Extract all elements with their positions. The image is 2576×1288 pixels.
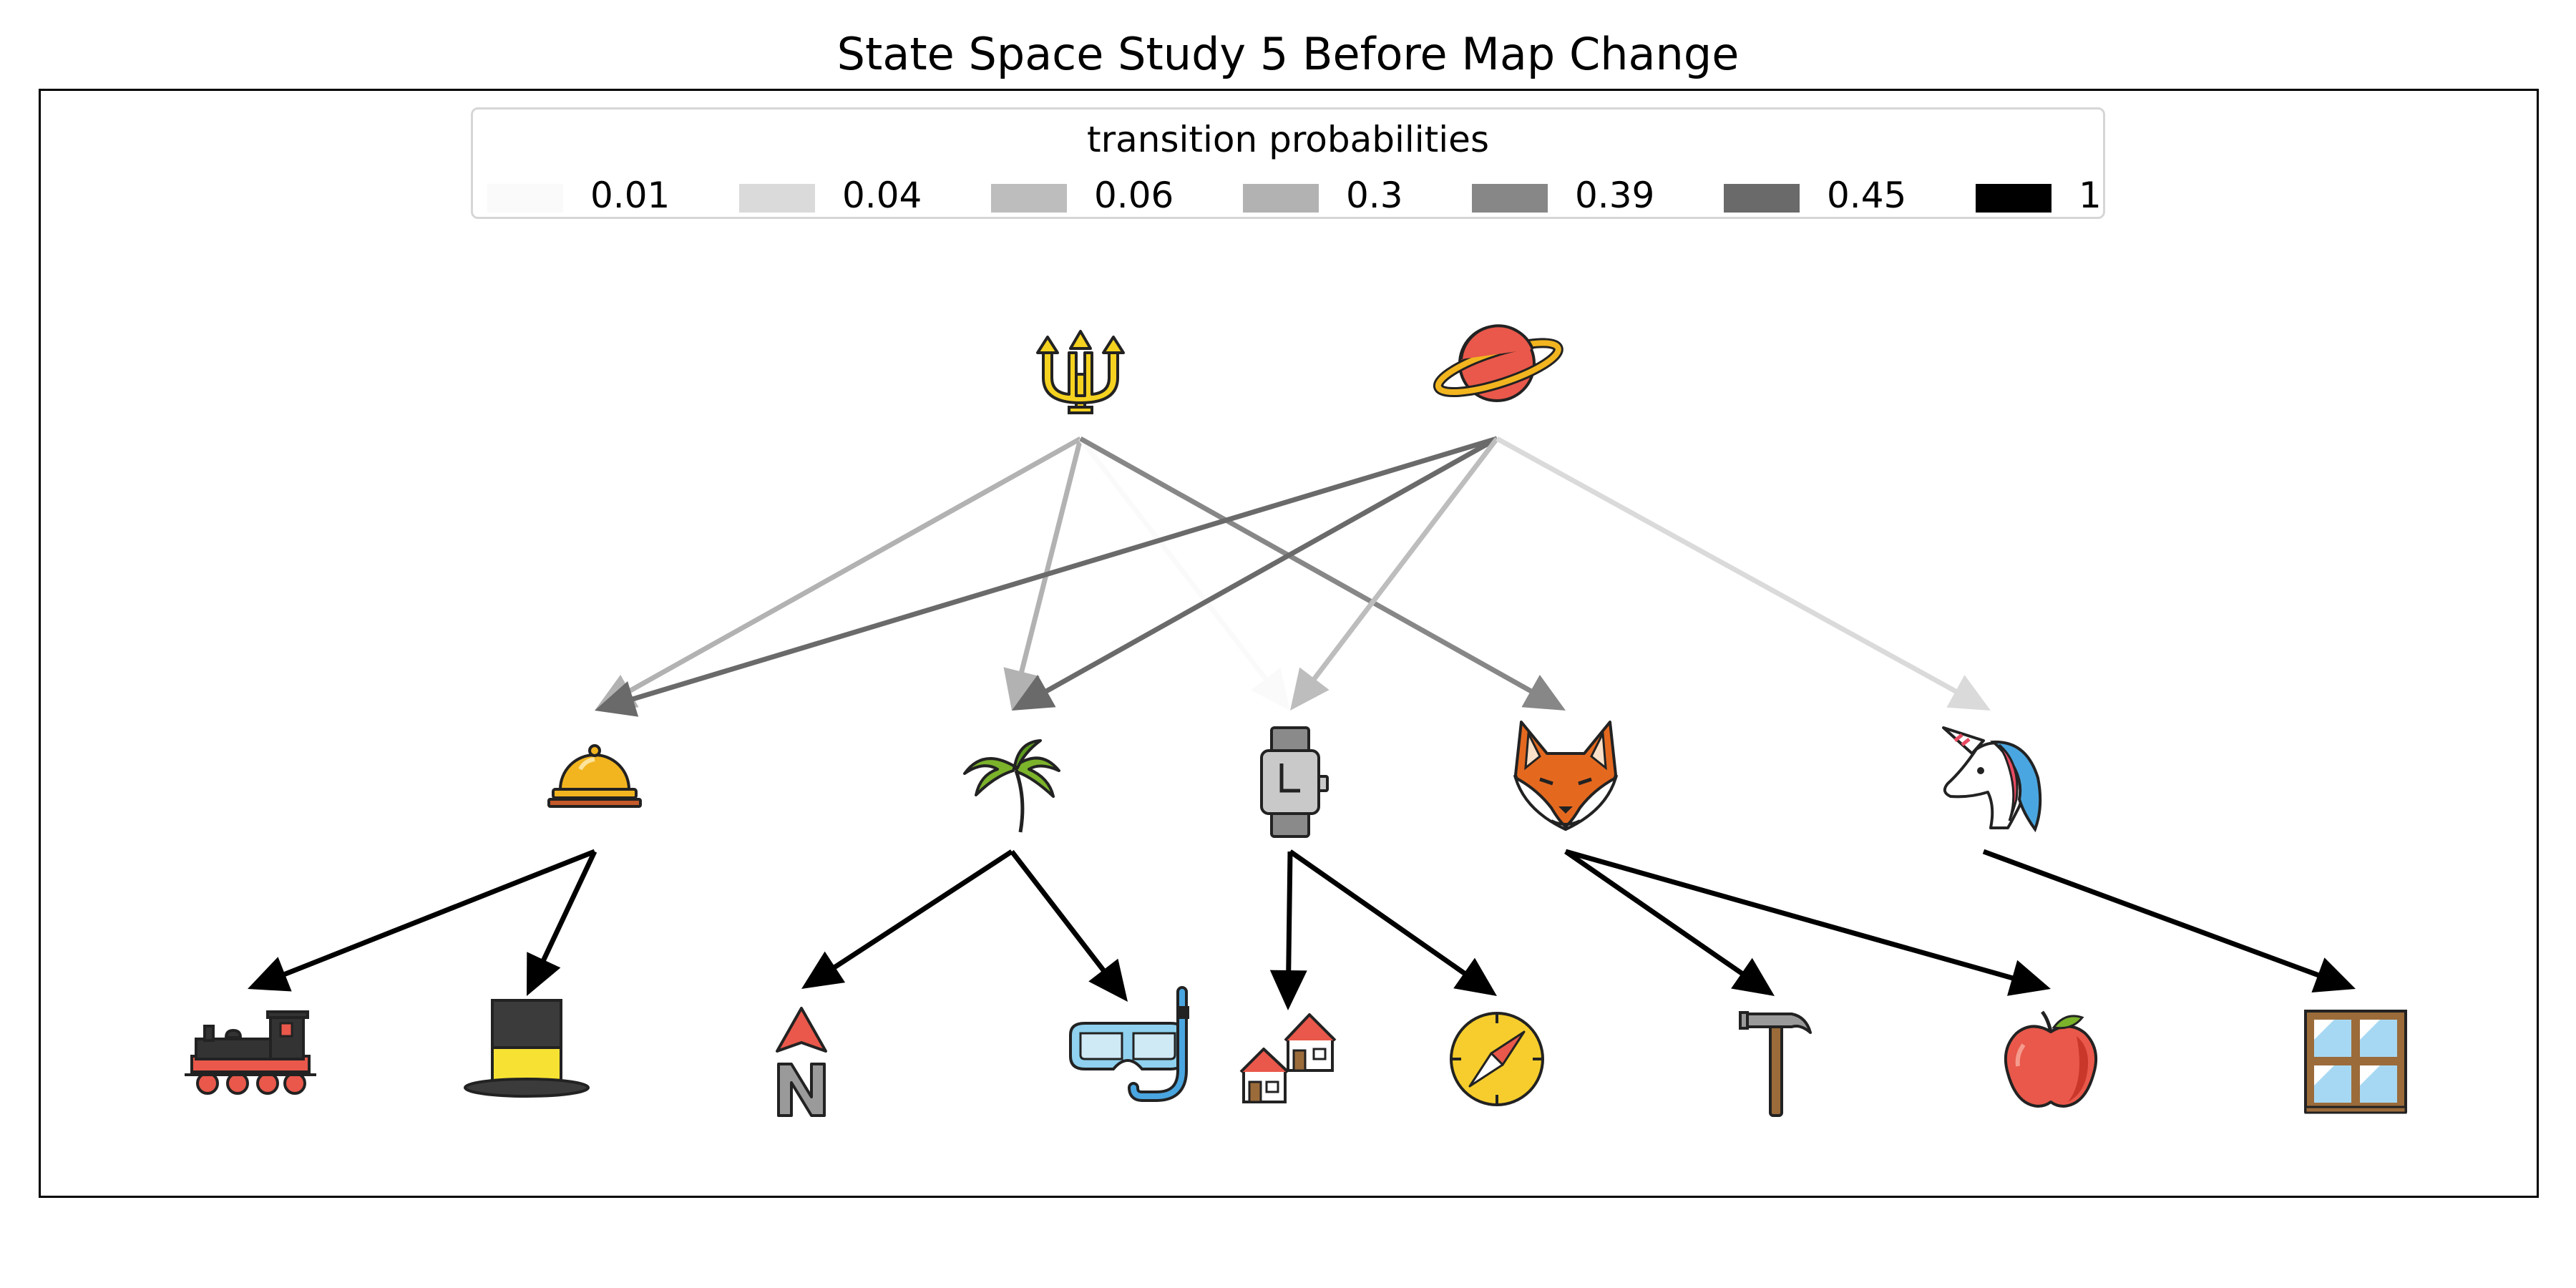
edge-line xyxy=(1982,849,2323,979)
edge-line xyxy=(1496,436,1961,696)
edge-arrowhead xyxy=(1088,958,1128,1002)
edge-line xyxy=(1309,436,1499,684)
edge-trident-fox xyxy=(1079,436,1566,711)
legend: transition probabilities 0.01 0.04 0.06 0.3… xyxy=(471,107,2105,219)
edge-palm-north xyxy=(801,849,1013,989)
edge-line xyxy=(1010,849,1108,975)
edge-arrowhead xyxy=(248,957,292,992)
legend-swatch xyxy=(1976,184,2051,213)
edge-line xyxy=(1078,436,1271,684)
edge-unicorn-window xyxy=(1982,849,2356,992)
edge-arrowhead xyxy=(595,680,639,717)
edge-fox-apple xyxy=(1565,849,2051,996)
legend-label: 0.39 xyxy=(1575,175,1655,216)
edge-planet-unicorn xyxy=(1496,436,1991,711)
legend-label: 0.3 xyxy=(1346,175,1403,216)
legend-swatch xyxy=(1243,184,1319,213)
edge-line xyxy=(1286,851,1293,975)
edge-line xyxy=(628,436,1498,703)
figure-title: State Space Study 5 Before Map Change xyxy=(836,28,1740,80)
edge-arrowhead xyxy=(1290,667,1330,711)
edge-line xyxy=(1041,436,1498,696)
edge-fox-hammer xyxy=(1564,849,1775,996)
legend-label: 1 xyxy=(2079,175,2102,216)
edge-line xyxy=(1288,849,1470,978)
legend-swatch xyxy=(991,184,1067,213)
edge-arrowhead xyxy=(527,952,561,996)
edge-palm-mask xyxy=(1010,849,1128,1002)
edge-bell-locomotive xyxy=(248,849,596,992)
edge-trident-watch xyxy=(1078,436,1290,711)
edge-planet-palm xyxy=(1012,436,1498,711)
legend-swatch xyxy=(1724,184,1800,213)
edge-line xyxy=(540,850,597,965)
legend-title: transition probabilities xyxy=(1087,119,1489,160)
edge-line xyxy=(1018,438,1083,677)
legend-label: 0.06 xyxy=(1094,175,1174,216)
edge-line xyxy=(280,849,596,978)
edge-trident-palm xyxy=(1003,438,1083,711)
legend-swatch xyxy=(1472,184,1548,213)
edge-line xyxy=(624,436,1082,696)
legend-label: 0.04 xyxy=(842,175,922,216)
edge-arrowhead xyxy=(1946,675,1991,711)
edge-arrowhead xyxy=(1453,957,1497,996)
edge-arrowhead xyxy=(1731,957,1775,996)
edge-watch-houses xyxy=(1269,851,1307,1010)
edge-arrowhead xyxy=(2311,957,2356,992)
edge-watch-compass xyxy=(1288,849,1497,996)
legend-swatch xyxy=(739,184,815,213)
edge-arrowhead xyxy=(1269,970,1307,1010)
edge-planet-bell xyxy=(595,436,1498,717)
edge-bell-tophat xyxy=(527,850,597,996)
edge-arrowhead xyxy=(1521,674,1566,711)
edge-planet-watch xyxy=(1290,436,1499,711)
edge-line xyxy=(1564,849,1747,978)
edge-arrowhead xyxy=(1003,667,1040,711)
edge-line xyxy=(829,849,1013,972)
edge-arrowhead xyxy=(1012,674,1056,711)
edge-line xyxy=(1079,436,1536,696)
edge-arrowhead xyxy=(801,951,846,989)
plot-frame xyxy=(39,89,2539,1198)
edge-arrowhead xyxy=(2007,960,2051,996)
edge-line xyxy=(1565,849,2017,982)
edge-layer xyxy=(248,436,2356,1010)
legend-label: 0.45 xyxy=(1827,175,1907,216)
edge-arrowhead xyxy=(1251,667,1290,711)
legend-swatch xyxy=(487,184,563,213)
legend-label: 0.01 xyxy=(590,175,670,216)
